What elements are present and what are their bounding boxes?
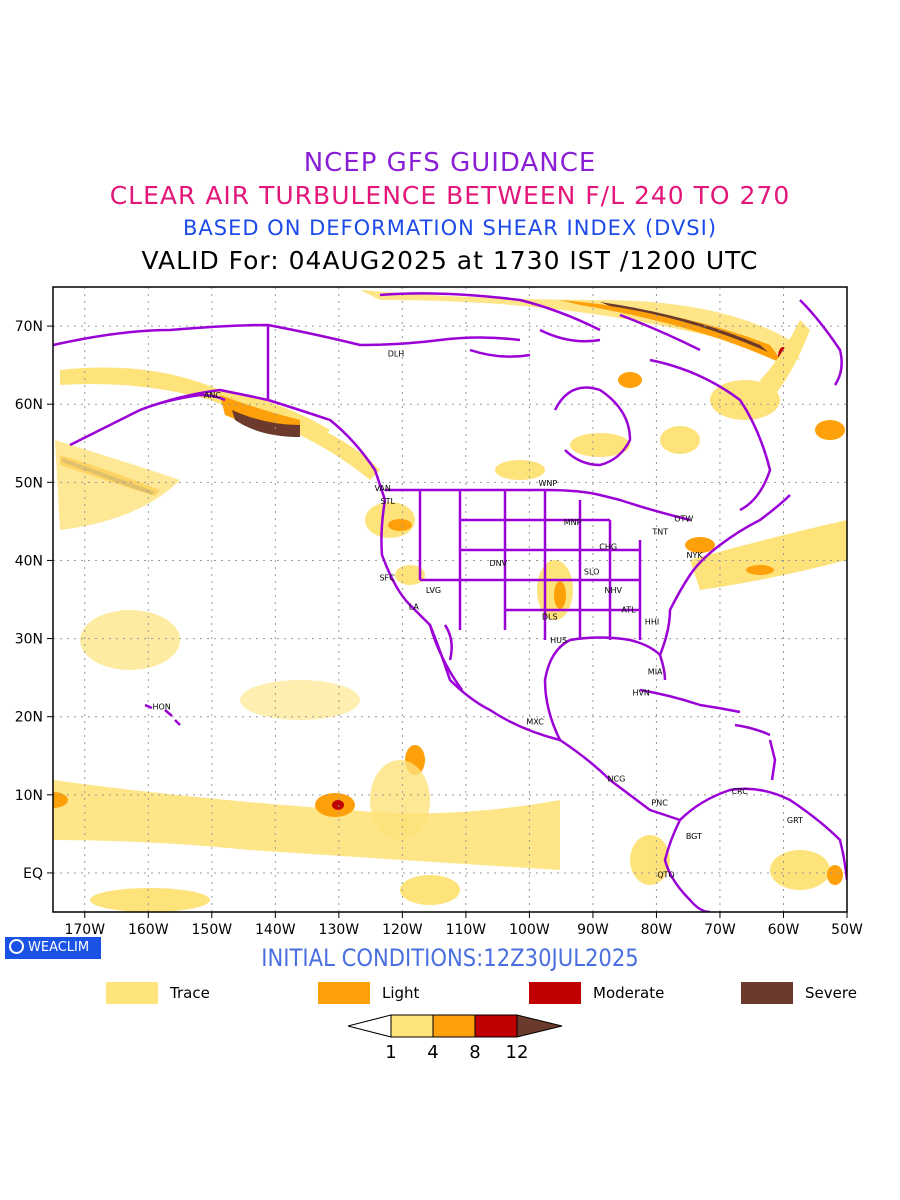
lon-tick-label: 90W [577,922,609,938]
plot-frame [52,286,848,913]
lat-tick-label: 60N [15,397,43,413]
lon-tick-label: 160W [128,922,169,938]
station-sfc: SFC [379,574,395,583]
title-method: BASED ON DEFORMATION SHEAR INDEX (DVSI) [182,216,718,240]
colorbar-segment [474,1014,518,1038]
legend-swatch [318,982,370,1004]
lon-tick-label: 170W [64,922,105,938]
lon-tick-label: 50W [831,922,863,938]
colorbar-tick-label: 8 [469,1042,480,1063]
station-nyk: NYK [686,551,703,560]
longitude-axis: 170W 160W 150W 140W 130W 120W 110W 100W 90W 80W 70… [64,912,863,938]
colorbar-segment [390,1014,434,1038]
station-dls: DLS [542,613,558,622]
title-product: CLEAR AIR TURBULENCE BETWEEN F/L 240 TO … [109,181,791,210]
station-grt: GRT [787,816,803,825]
colorbar-tick-label: 4 [427,1042,438,1063]
station-ncg: NCG [608,774,626,783]
legend-swatch [106,982,158,1004]
station-wnp: WNP [538,479,557,488]
station-hvn: HVN [632,688,649,697]
colorbar: 1 4 8 12 [347,1014,563,1063]
station-dnv: DNV [489,559,507,568]
legend-label: Light [382,984,420,1002]
legend-label: Trace [170,984,210,1002]
lon-tick-label: 60W [768,922,800,938]
station-hus: HUS [550,636,567,645]
lon-tick-label: 120W [382,922,423,938]
colorbar-segment [432,1014,476,1038]
legend-label: Severe [805,984,857,1002]
station-anc: ANC [204,391,221,400]
colorbar-tick-label: 12 [506,1042,529,1063]
station-mnp: MNP [564,518,582,527]
lon-tick-label: 70W [704,922,736,938]
initial-conditions: INITIAL CONDITIONS:12Z30JUL2025 [261,944,639,972]
station-qto: QTO [657,871,674,880]
station-van: VAN [374,484,390,493]
lat-tick-label: 10N [15,788,43,804]
coastlines-borders [53,292,847,912]
lat-tick-label: 30N [15,632,43,648]
lat-tick-label: EQ [23,866,43,882]
lon-tick-label: 140W [255,922,296,938]
lon-tick-label: 110W [446,922,487,938]
lon-tick-label: 100W [509,922,550,938]
station-mia: MIA [648,667,663,676]
latitude-axis: 70N 60N 50N 40N 30N 20N 10N EQ [15,319,53,882]
station-chg: CHG [599,542,617,551]
station-bgt: BGT [686,832,702,841]
legend-swatch [741,982,793,1004]
lon-tick-label: 150W [192,922,233,938]
station-hon: HON [152,703,170,712]
station-crc: CRC [731,787,748,796]
station-mxc: MXC [526,717,544,726]
weaclim-logo-icon [9,939,24,954]
lat-tick-label: 70N [15,319,43,335]
lon-tick-label: 130W [319,922,360,938]
station-la: LA [409,603,420,612]
station-pnc: PNC [651,799,668,808]
station-hhi: HHI [645,617,659,626]
weaclim-label: WEACLIM [28,940,90,955]
station-atl: ATL [621,606,636,615]
colorbar-tick-label: 1 [385,1042,396,1063]
lon-tick-label: 80W [641,922,673,938]
legend-swatch [529,982,581,1004]
station-tnt: TNT [651,528,668,537]
station-slo: SLO [584,567,600,576]
colorbar-low-arrow [347,1014,392,1038]
lat-tick-label: 40N [15,553,43,569]
station-dlh: DLH [388,349,405,358]
title-model: NCEP GFS GUIDANCE [303,148,597,178]
station-labels: ANC DLH VAN STL WNP MNP TNT OTW CHG NYK DNV SFC LVG S… [152,349,803,879]
station-stl: STL [381,497,396,506]
turbulence-shading [53,290,847,912]
colorbar-high-arrow [516,1014,563,1038]
station-nhv: NHV [605,586,623,595]
station-lvg: LVG [426,586,441,595]
title-valid-time: VALID For: 04AUG2025 at 1730 IST /1200 U… [141,246,759,275]
station-otw: OTW [674,514,693,523]
legend-label: Moderate [593,984,665,1002]
weaclim-badge: WEACLIM [5,937,101,959]
lat-tick-label: 20N [15,710,43,726]
lat-tick-label: 50N [15,475,43,491]
